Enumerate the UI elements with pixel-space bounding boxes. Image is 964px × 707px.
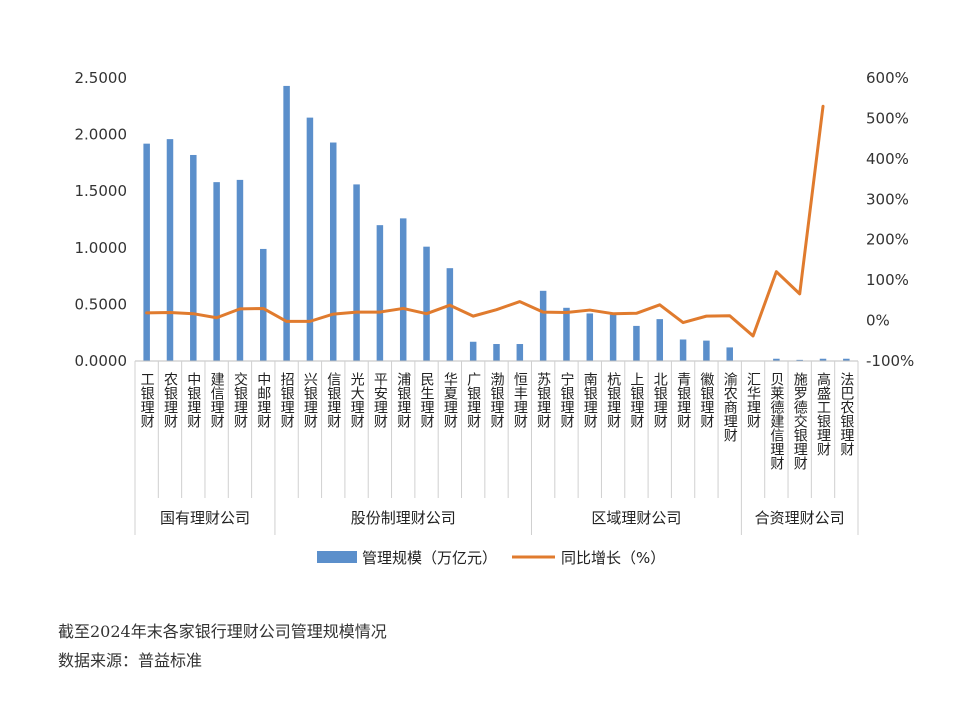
category-label: 建信理财 bbox=[209, 372, 225, 429]
bar bbox=[516, 344, 524, 361]
y-right-tick-label: 400% bbox=[866, 150, 909, 168]
bar bbox=[539, 290, 547, 361]
category-label: 汇华理财 bbox=[745, 372, 761, 429]
bar bbox=[190, 154, 197, 361]
growth-line bbox=[145, 104, 825, 338]
category-label: 中邮理财 bbox=[255, 372, 271, 429]
category-label: 法巴农银理财 bbox=[838, 372, 854, 457]
bar bbox=[843, 358, 850, 361]
category-label: 杭银理财 bbox=[605, 372, 621, 429]
bar bbox=[283, 85, 290, 361]
category-label: 渤银理财 bbox=[489, 372, 505, 429]
category-label: 南银理财 bbox=[582, 372, 598, 429]
bar bbox=[656, 319, 664, 361]
y-left-tick-label: 1.5000 bbox=[75, 182, 128, 200]
bar bbox=[213, 182, 220, 361]
bar bbox=[773, 358, 780, 361]
y-right-tick-label: 100% bbox=[866, 271, 909, 289]
category-label: 光大理财 bbox=[349, 372, 365, 429]
category-label: 平安理财 bbox=[372, 372, 388, 429]
category-label: 宁银理财 bbox=[558, 371, 574, 429]
bar bbox=[469, 341, 477, 361]
category-label: 青银理财 bbox=[675, 372, 691, 429]
bar bbox=[586, 313, 594, 361]
bar bbox=[796, 359, 803, 361]
y-left-tick-label: 0.0000 bbox=[75, 352, 128, 370]
y-right-tick-label: 0% bbox=[866, 312, 890, 330]
category-label: 民生理财 bbox=[419, 372, 435, 429]
y-right-tick-label: 600% bbox=[866, 69, 909, 87]
legend-bar-label: 管理规模（万亿元） bbox=[362, 549, 497, 567]
bar bbox=[353, 184, 360, 361]
group-label: 国有理财公司 bbox=[160, 509, 250, 527]
bar bbox=[329, 142, 337, 361]
category-label: 恒丰理财 bbox=[512, 372, 528, 429]
category-label: 交银理财 bbox=[232, 371, 248, 429]
category-label: 高盛工银理财 bbox=[815, 371, 831, 457]
category-label: 浦银理财 bbox=[395, 372, 411, 429]
bar bbox=[423, 246, 430, 361]
bar bbox=[819, 358, 827, 361]
group-label: 区域理财公司 bbox=[591, 509, 681, 527]
category-label: 兴银理财 bbox=[302, 372, 318, 429]
category-label: 农银理财 bbox=[162, 372, 178, 429]
y-left-tick-label: 2.0000 bbox=[75, 126, 128, 144]
y-left-tick-label: 0.5000 bbox=[75, 295, 128, 313]
category-label: 华夏理财 bbox=[442, 372, 458, 429]
category-label: 招银理财 bbox=[279, 372, 295, 429]
bar bbox=[633, 325, 640, 361]
y-left-tick-label: 1.0000 bbox=[75, 239, 128, 257]
y-right-tick-label: 300% bbox=[866, 190, 909, 208]
bar bbox=[306, 117, 314, 362]
bar bbox=[703, 340, 710, 361]
category-label: 徽银理财 bbox=[698, 372, 714, 429]
category-label: 上银理财 bbox=[628, 372, 644, 429]
category-label: 渝农商理财 bbox=[722, 372, 738, 443]
y-left-tick-label: 2.5000 bbox=[75, 69, 128, 87]
category-label: 北银理财 bbox=[652, 372, 668, 429]
bar bbox=[609, 314, 617, 361]
bar bbox=[563, 307, 570, 361]
bar bbox=[236, 179, 244, 361]
group-label: 股份制理财公司 bbox=[351, 509, 456, 527]
data-source: 数据来源：普益标准 bbox=[58, 651, 203, 670]
category-label: 苏银理财 bbox=[535, 372, 551, 429]
y-right-tick-label: 500% bbox=[866, 109, 909, 127]
category-label: 施罗德交银理财 bbox=[792, 372, 808, 471]
group-label: 合资理财公司 bbox=[755, 509, 845, 527]
bar bbox=[376, 225, 384, 361]
bar bbox=[166, 139, 174, 361]
bar bbox=[399, 218, 407, 361]
bar bbox=[446, 268, 454, 361]
category-label: 信银理财 bbox=[325, 372, 341, 429]
category-label: 工银理财 bbox=[139, 372, 155, 429]
legend-line-label: 同比增长（%） bbox=[561, 549, 665, 567]
bar bbox=[726, 347, 733, 361]
legend-bar-swatch bbox=[317, 551, 357, 563]
bar bbox=[493, 344, 500, 361]
chart-caption: 截至2024年末各家银行理财公司管理规模情况 bbox=[58, 622, 387, 641]
bar bbox=[679, 339, 687, 361]
bar bbox=[260, 248, 267, 361]
bar-line-chart: 0.0000 0.5000 1.0000 1.5000 2.0000 2.5000 -100… bbox=[75, 69, 915, 567]
category-label: 广银理财 bbox=[465, 372, 481, 429]
y-right-tick-label: -100% bbox=[866, 352, 914, 370]
category-label: 贝莱德建信理财 bbox=[768, 372, 784, 471]
category-label: 中银理财 bbox=[185, 372, 201, 429]
bar bbox=[143, 143, 150, 361]
y-right-tick-label: 200% bbox=[866, 231, 909, 249]
